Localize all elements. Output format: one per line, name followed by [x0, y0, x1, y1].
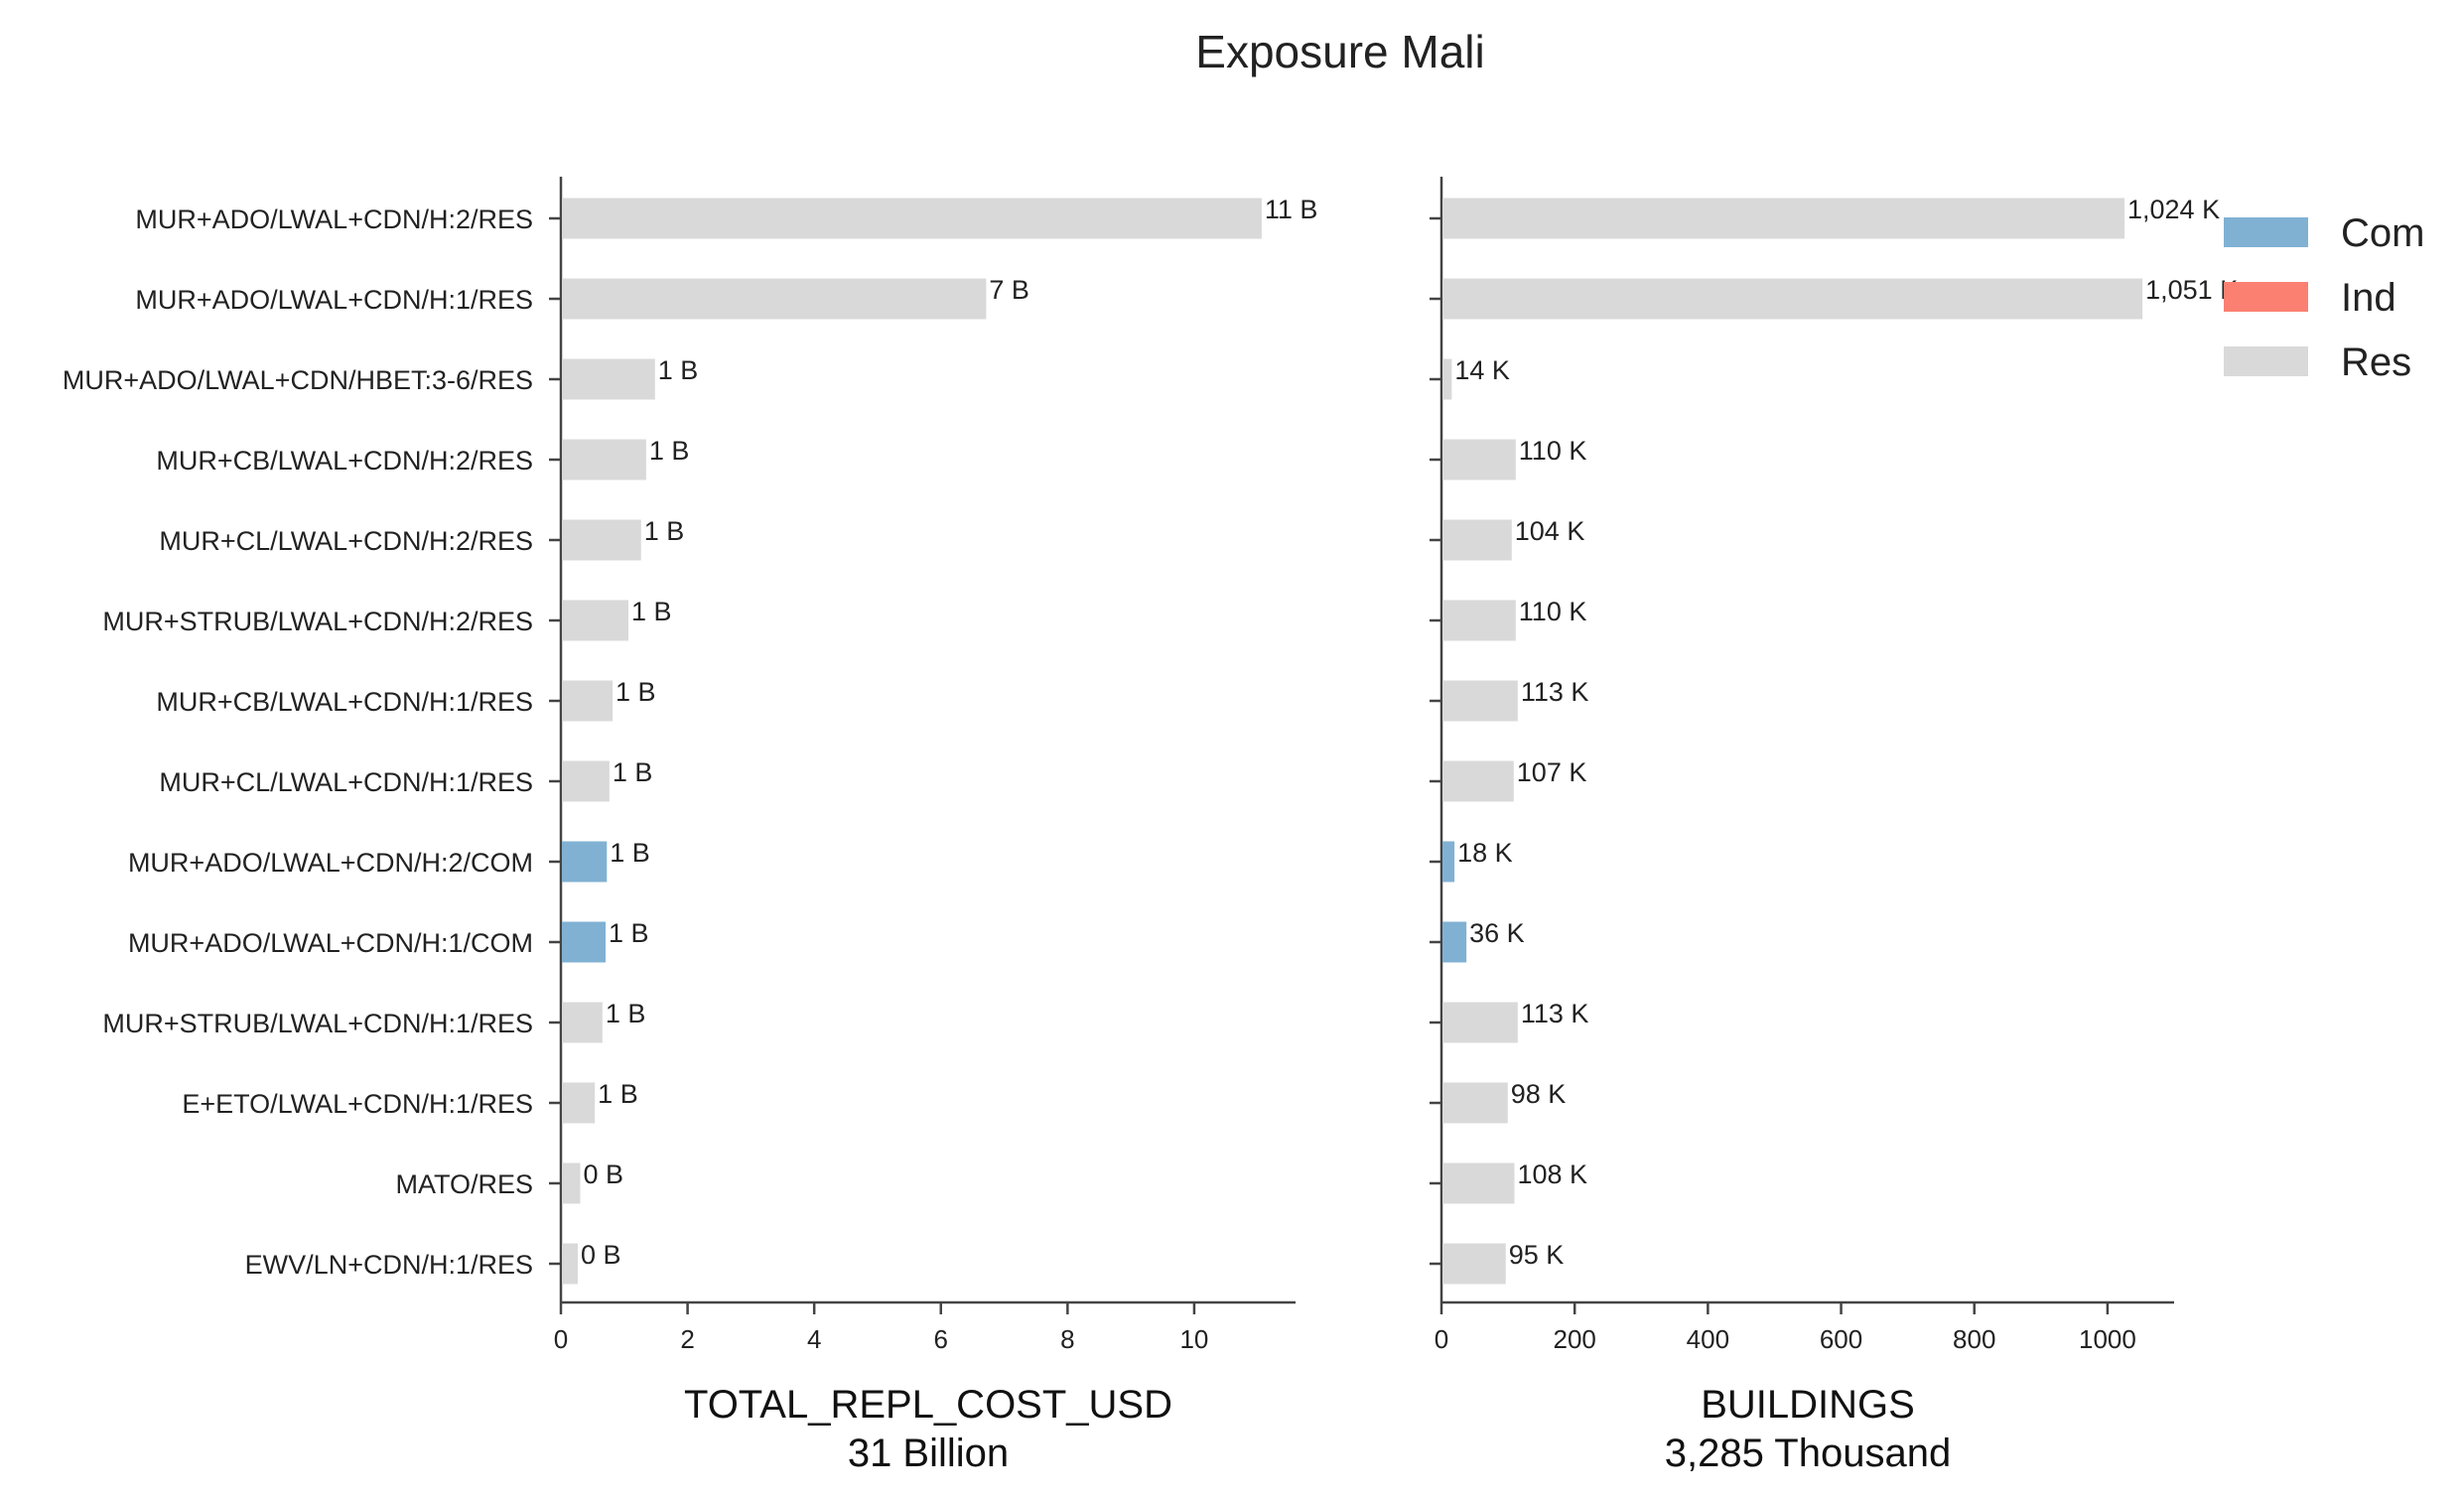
cost-data-label: 0 B	[581, 1240, 621, 1270]
bldg-data-label: 107 K	[1517, 757, 1587, 787]
cost-bar	[562, 278, 987, 320]
bldg-x-tick-label: 0	[1435, 1324, 1448, 1354]
legend: Com Ind Res	[2224, 211, 2424, 384]
cost-bar	[562, 841, 608, 883]
category-label: MUR+CL/LWAL+CDN/H:1/RES	[159, 767, 533, 797]
bldg-x-tick-label: 1000	[2079, 1324, 2136, 1354]
bldg-bar	[1442, 358, 1452, 400]
category-label: E+ETO/LWAL+CDN/H:1/RES	[182, 1089, 533, 1119]
category-label: MUR+ADO/LWAL+CDN/H:2/COM	[128, 848, 533, 878]
cost-data-label: 1 B	[616, 677, 656, 707]
cost-x-tick-label: 10	[1179, 1324, 1208, 1354]
bldg-data-label: 1,024 K	[2127, 195, 2220, 224]
bldg-data-label: 104 K	[1515, 516, 1585, 546]
cost-bar	[562, 760, 610, 802]
bldg-x-axis-subtitle: 3,285 Thousand	[1665, 1432, 1951, 1475]
category-label: MUR+ADO/LWAL+CDN/HBET:3-6/RES	[63, 365, 533, 395]
cost-bar	[562, 198, 1262, 239]
legend-swatch-com	[2224, 217, 2308, 247]
category-label: MUR+CL/LWAL+CDN/H:2/RES	[159, 526, 533, 556]
cost-bar	[562, 921, 607, 963]
bldg-data-label: 110 K	[1519, 597, 1587, 626]
bldg-data-label: 14 K	[1454, 355, 1510, 385]
bldg-bar	[1442, 760, 1514, 802]
bldg-bar	[1442, 1002, 1518, 1043]
cost-data-label: 11 B	[1265, 195, 1318, 224]
cost-x-tick-label: 0	[554, 1324, 568, 1354]
bldg-x-tick-label: 200	[1553, 1324, 1595, 1354]
cost-bar	[562, 1162, 581, 1204]
bldg-data-label: 95 K	[1509, 1240, 1565, 1270]
cost-bar	[562, 358, 655, 400]
legend-label-res: Res	[2341, 341, 2411, 384]
chart-title: Exposure Mali	[1195, 26, 1484, 77]
cost-bar	[562, 1002, 603, 1043]
bldg-data-label: 1,051 K	[2145, 275, 2238, 305]
bldg-x-tick-label: 600	[1820, 1324, 1862, 1354]
cost-data-label: 1 B	[644, 516, 685, 546]
bldg-bar	[1442, 600, 1516, 641]
bldg-bar	[1442, 921, 1467, 963]
bldg-bar	[1442, 841, 1455, 883]
bldg-bar	[1442, 1243, 1506, 1285]
bldg-bar	[1442, 278, 2143, 320]
bldg-bar	[1442, 1082, 1508, 1124]
cost-data-label: 1 B	[609, 918, 649, 948]
legend-label-com: Com	[2341, 211, 2424, 255]
cost-bar	[562, 519, 641, 561]
bldg-data-label: 98 K	[1511, 1079, 1567, 1109]
category-label: MUR+STRUB/LWAL+CDN/H:1/RES	[102, 1009, 533, 1038]
bldg-data-label: 36 K	[1469, 918, 1525, 948]
cost-bar	[562, 439, 646, 480]
cost-data-label: 1 B	[658, 355, 699, 385]
bldg-x-axis-title: BUILDINGS	[1701, 1383, 1915, 1427]
bldg-data-label: 18 K	[1457, 838, 1513, 868]
bldg-bar	[1442, 198, 2125, 239]
bldg-data-label: 108 K	[1517, 1159, 1587, 1189]
legend-label-ind: Ind	[2341, 276, 2396, 320]
cost-x-tick-label: 4	[807, 1324, 821, 1354]
cost-data-label: 0 B	[584, 1159, 624, 1189]
cost-bar	[562, 600, 628, 641]
cost-data-label: 1 B	[598, 1079, 638, 1109]
bldg-data-label: 113 K	[1521, 677, 1589, 707]
bldg-x-tick-label: 800	[1953, 1324, 1995, 1354]
cost-data-label: 1 B	[631, 597, 672, 626]
category-label: MATO/RES	[395, 1169, 533, 1199]
bldg-bar	[1442, 439, 1516, 480]
bldg-bar	[1442, 519, 1512, 561]
cost-x-tick-label: 6	[934, 1324, 948, 1354]
buildings-panel: 0 200 400 600 800 1000 1,024 K 1,051 K 14 K 110 K…	[1430, 177, 2238, 1475]
cost-data-label: 1 B	[613, 757, 653, 787]
category-label: MUR+ADO/LWAL+CDN/H:2/RES	[135, 205, 533, 234]
cost-bar	[562, 1243, 578, 1285]
legend-swatch-res	[2224, 346, 2308, 376]
bldg-data-label: 110 K	[1519, 436, 1587, 466]
cost-x-axis-subtitle: 31 Billion	[848, 1432, 1009, 1475]
bldg-x-tick-label: 400	[1687, 1324, 1729, 1354]
category-label: MUR+STRUB/LWAL+CDN/H:2/RES	[102, 607, 533, 636]
legend-swatch-ind	[2224, 282, 2308, 312]
cost-panel: 0 2 4 6 8 10 MUR+ADO/LWAL+CDN/H:2/RES 11 B MUR+A…	[63, 177, 1318, 1475]
category-label: MUR+CB/LWAL+CDN/H:1/RES	[156, 687, 533, 717]
cost-data-label: 7 B	[989, 275, 1029, 305]
bldg-bar	[1442, 680, 1518, 722]
category-label: MUR+CB/LWAL+CDN/H:2/RES	[156, 446, 533, 476]
category-label: MUR+ADO/LWAL+CDN/H:1/RES	[135, 285, 533, 315]
cost-x-axis-title: TOTAL_REPL_COST_USD	[684, 1383, 1172, 1427]
bldg-bar	[1442, 1162, 1515, 1204]
cost-bar	[562, 1082, 596, 1124]
cost-x-tick-label: 2	[680, 1324, 694, 1354]
category-label: MUR+ADO/LWAL+CDN/H:1/COM	[128, 928, 533, 958]
cost-data-label: 1 B	[649, 436, 690, 466]
cost-x-tick-label: 8	[1060, 1324, 1074, 1354]
bldg-data-label: 113 K	[1521, 999, 1589, 1028]
cost-data-label: 1 B	[606, 999, 646, 1028]
cost-bar	[562, 680, 614, 722]
cost-data-label: 1 B	[610, 838, 650, 868]
category-label: EWV/LN+CDN/H:1/RES	[245, 1250, 533, 1280]
